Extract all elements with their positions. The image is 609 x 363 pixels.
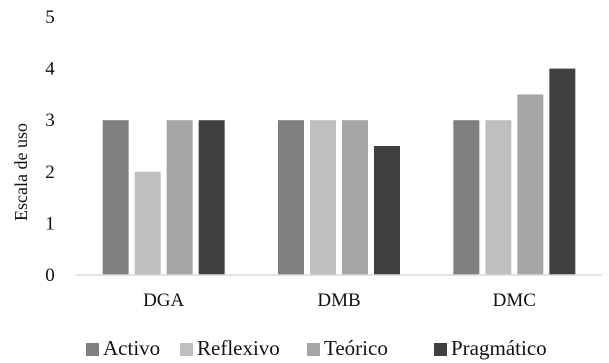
bar-dga-0 (102, 120, 129, 275)
bar-dmc-3 (549, 68, 576, 275)
x-tick-label: DGA (143, 290, 184, 311)
bars (102, 68, 576, 276)
legend-swatch (86, 343, 99, 356)
legend: Activo Reflexivo Teórico Pragmático (86, 336, 547, 360)
bar-dga-1 (134, 171, 161, 275)
y-tick-label: 0 (45, 265, 55, 286)
y-tick-label: 2 (45, 162, 55, 183)
legend-label: Reflexivo (197, 336, 280, 360)
bar-dmc-1 (485, 120, 512, 275)
bar-dga-2 (166, 120, 193, 275)
bar-dmc-0 (453, 120, 480, 275)
y-axis-ticks: 0 1 2 3 4 5 (45, 7, 55, 286)
bar-dmb-2 (342, 120, 368, 275)
bar-dga-3 (198, 120, 225, 275)
x-tick-label: DMB (317, 290, 360, 311)
legend-swatch (307, 343, 320, 356)
y-tick-label: 3 (45, 110, 55, 131)
bar-dmb-3 (374, 146, 400, 275)
x-tick-label: DMC (493, 290, 536, 311)
bar-dmb-1 (310, 120, 336, 275)
y-tick-label: 1 (45, 213, 55, 234)
bar-dmb-0 (278, 120, 304, 275)
y-tick-label: 5 (45, 7, 55, 28)
y-axis-title: Escala de uso (11, 123, 31, 221)
legend-label: Activo (103, 336, 160, 360)
legend-swatch (180, 343, 193, 356)
y-tick-label: 4 (45, 59, 55, 80)
legend-label: Teórico (324, 336, 388, 360)
bar-dmc-2 (517, 94, 544, 276)
x-axis-ticks: DGA DMB DMC (143, 290, 536, 311)
legend-label: Pragmático (451, 336, 547, 360)
legend-swatch (434, 343, 447, 356)
